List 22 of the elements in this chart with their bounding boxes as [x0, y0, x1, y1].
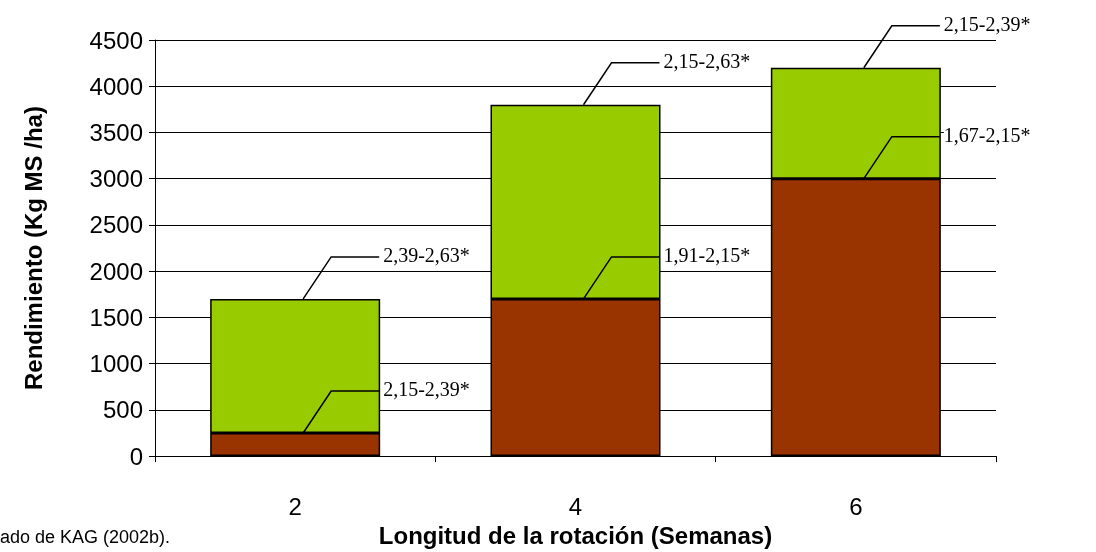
y-tick-label: 4500: [89, 26, 143, 54]
y-tick-label: 1500: [89, 303, 143, 331]
y-tick-label: 1000: [89, 350, 143, 378]
y-axis-title: Rendimiento (Kg MS /ha): [19, 106, 47, 391]
x-axis-title: Longitud de la rotación (Semanas): [378, 521, 773, 549]
y-tick-label: 2000: [89, 257, 143, 285]
annotation: 2,15-2,39*: [943, 12, 1031, 35]
x-tick-label: 4: [568, 492, 583, 520]
annotation: 2,39-2,63*: [383, 243, 470, 266]
y-tick-label: 2500: [89, 211, 143, 239]
annotation: 1,91-2,15*: [663, 243, 751, 266]
y-tick-label: 3000: [89, 165, 143, 193]
annotation: 1,67-2,15*: [943, 123, 1031, 146]
x-tick-label: 6: [849, 492, 863, 520]
y-tick-label: 4000: [89, 72, 143, 100]
annotation: 2,15-2,63*: [663, 49, 751, 72]
y-tick-label: 3500: [89, 118, 143, 146]
annotation: 2,15-2,39*: [383, 377, 470, 400]
text: ado de KAG (2002b).: [0, 527, 171, 547]
y-tick-label: 0: [129, 442, 143, 470]
x-tick-label: 2: [288, 492, 302, 520]
y-tick-label: 500: [102, 396, 143, 424]
